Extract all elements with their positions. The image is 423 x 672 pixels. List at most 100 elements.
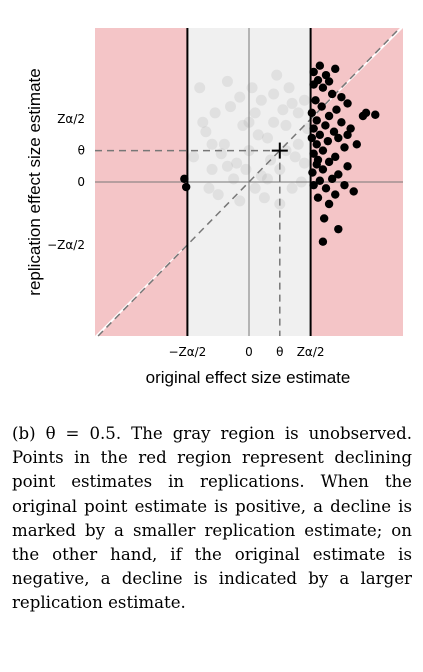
observed-point xyxy=(315,130,325,140)
observed-point xyxy=(311,96,320,105)
observed-point xyxy=(319,214,329,223)
observed-point xyxy=(324,157,334,167)
unobserved-point xyxy=(252,129,264,141)
unobserved-point xyxy=(249,107,261,119)
unobserved-point xyxy=(221,75,233,87)
y-tick-label: θ xyxy=(78,144,85,158)
unobserved-point xyxy=(209,107,221,119)
unobserved-point xyxy=(194,82,206,94)
observed-point xyxy=(327,89,337,99)
unobserved-point xyxy=(249,182,261,194)
observed-point xyxy=(315,176,325,185)
observed-point xyxy=(323,136,333,146)
observed-point xyxy=(181,182,191,192)
observed-point xyxy=(331,190,340,199)
observed-point xyxy=(340,180,349,190)
unobserved-point xyxy=(280,119,292,131)
unobserved-point xyxy=(268,88,280,100)
observed-point xyxy=(307,133,317,143)
unobserved-point xyxy=(261,173,273,185)
observed-point xyxy=(315,61,325,70)
unobserved-point xyxy=(289,151,301,163)
unobserved-point xyxy=(286,97,298,109)
observed-point xyxy=(352,140,361,149)
observed-point xyxy=(321,70,331,80)
observed-point xyxy=(343,162,352,171)
observed-point xyxy=(349,187,358,196)
observed-point xyxy=(331,64,340,74)
y-tick-label: 0 xyxy=(77,175,85,189)
observed-point xyxy=(309,124,318,133)
y-tick-label: Zα/2 xyxy=(57,112,85,126)
unobserved-point xyxy=(188,151,200,163)
unobserved-point xyxy=(286,182,298,194)
observed-point xyxy=(361,108,371,118)
unobserved-point xyxy=(206,163,218,175)
x-tick-label: 0 xyxy=(245,345,253,359)
observed-point xyxy=(321,121,330,130)
unobserved-point xyxy=(292,107,304,119)
observed-point xyxy=(329,127,339,136)
observed-point xyxy=(318,237,328,246)
observed-point xyxy=(313,193,323,202)
unobserved-point xyxy=(237,119,249,131)
observed-point xyxy=(308,168,317,177)
observed-point xyxy=(337,118,346,127)
unobserved-point xyxy=(234,91,246,103)
unobserved-point xyxy=(231,157,243,169)
x-tick-label: Zα/2 xyxy=(297,345,325,359)
y-axis-title: replication effect size estimate xyxy=(25,68,44,295)
observed-point xyxy=(321,184,331,193)
figure-caption: (b) θ = 0.5. The gray region is unobserv… xyxy=(12,422,412,616)
observed-point xyxy=(343,130,352,140)
unobserved-point xyxy=(298,157,310,169)
observed-point xyxy=(332,105,341,114)
observed-point xyxy=(309,80,318,89)
caption-label: (b) xyxy=(12,424,36,443)
unobserved-point xyxy=(200,126,212,138)
unobserved-point xyxy=(258,192,270,204)
observed-point xyxy=(318,165,328,174)
unobserved-point xyxy=(206,138,218,150)
scatter-plot: −Zα/2 0 θ Zα/2 Zα/2 θ 0 −Zα/2 original effect s… xyxy=(25,27,403,387)
x-tick-label: θ xyxy=(276,345,283,359)
unobserved-point xyxy=(261,132,273,144)
observed-point xyxy=(331,152,340,162)
observed-point xyxy=(371,110,380,119)
unobserved-point xyxy=(203,182,215,194)
observed-point xyxy=(324,111,334,121)
observed-point xyxy=(324,77,334,86)
unobserved-point xyxy=(277,104,289,116)
observed-point xyxy=(312,140,321,149)
observed-point xyxy=(324,199,334,209)
observed-point xyxy=(309,149,318,158)
observed-point xyxy=(313,155,323,165)
unobserved-point xyxy=(228,173,240,185)
observed-point xyxy=(307,108,317,118)
observed-point xyxy=(334,133,343,143)
unobserved-point xyxy=(298,94,310,106)
observed-point xyxy=(343,99,352,108)
observed-point xyxy=(334,224,343,234)
unobserved-point xyxy=(234,195,246,207)
unobserved-point xyxy=(221,160,233,172)
observed-point xyxy=(312,116,321,125)
unobserved-point xyxy=(212,189,224,201)
observed-point xyxy=(346,124,355,133)
caption-math: θ = 0.5. xyxy=(45,424,122,443)
unobserved-point xyxy=(292,138,304,150)
observed-point xyxy=(317,102,326,111)
unobserved-point xyxy=(225,101,237,113)
unobserved-point xyxy=(246,82,258,94)
observed-point xyxy=(318,83,328,92)
unobserved-point xyxy=(218,138,230,150)
observed-point xyxy=(309,180,318,190)
x-tick-label: −Zα/2 xyxy=(168,345,206,359)
caption-text: The gray region is unobserved. Points in… xyxy=(12,424,413,613)
unobserved-point xyxy=(197,116,209,128)
unobserved-point xyxy=(268,116,280,128)
observed-point xyxy=(318,146,328,155)
unobserved-point xyxy=(271,69,283,81)
x-axis-title: original effect size estimate xyxy=(146,368,351,387)
unobserved-point xyxy=(240,163,252,175)
